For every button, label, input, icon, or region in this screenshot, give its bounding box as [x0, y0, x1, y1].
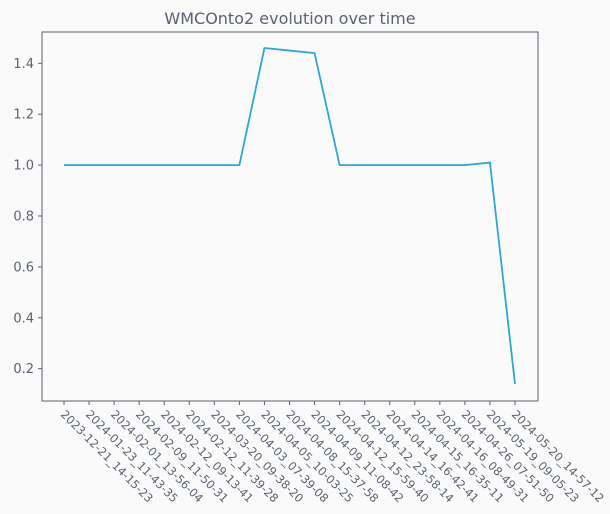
chart-title: WMCOnto2 evolution over time [164, 9, 415, 28]
series-group [64, 47, 516, 385]
x-axis: 2023-12-21_14-15-232024-01-23_11-43-3520… [58, 401, 607, 505]
y-tick-label: 1.2 [13, 108, 34, 123]
y-tick-label: 0.8 [13, 209, 34, 224]
plot-area [41, 31, 539, 402]
y-tick-label: 1.4 [13, 57, 34, 72]
y-tick-label: 1.0 [13, 159, 34, 174]
y-tick-label: 0.4 [13, 311, 34, 326]
series-line [64, 47, 516, 385]
y-tick-label: 0.6 [13, 260, 34, 275]
y-tick-label: 0.2 [13, 362, 34, 377]
y-axis: 0.2 0.4 0.6 0.8 1.0 1.2 1.4 [13, 57, 42, 377]
